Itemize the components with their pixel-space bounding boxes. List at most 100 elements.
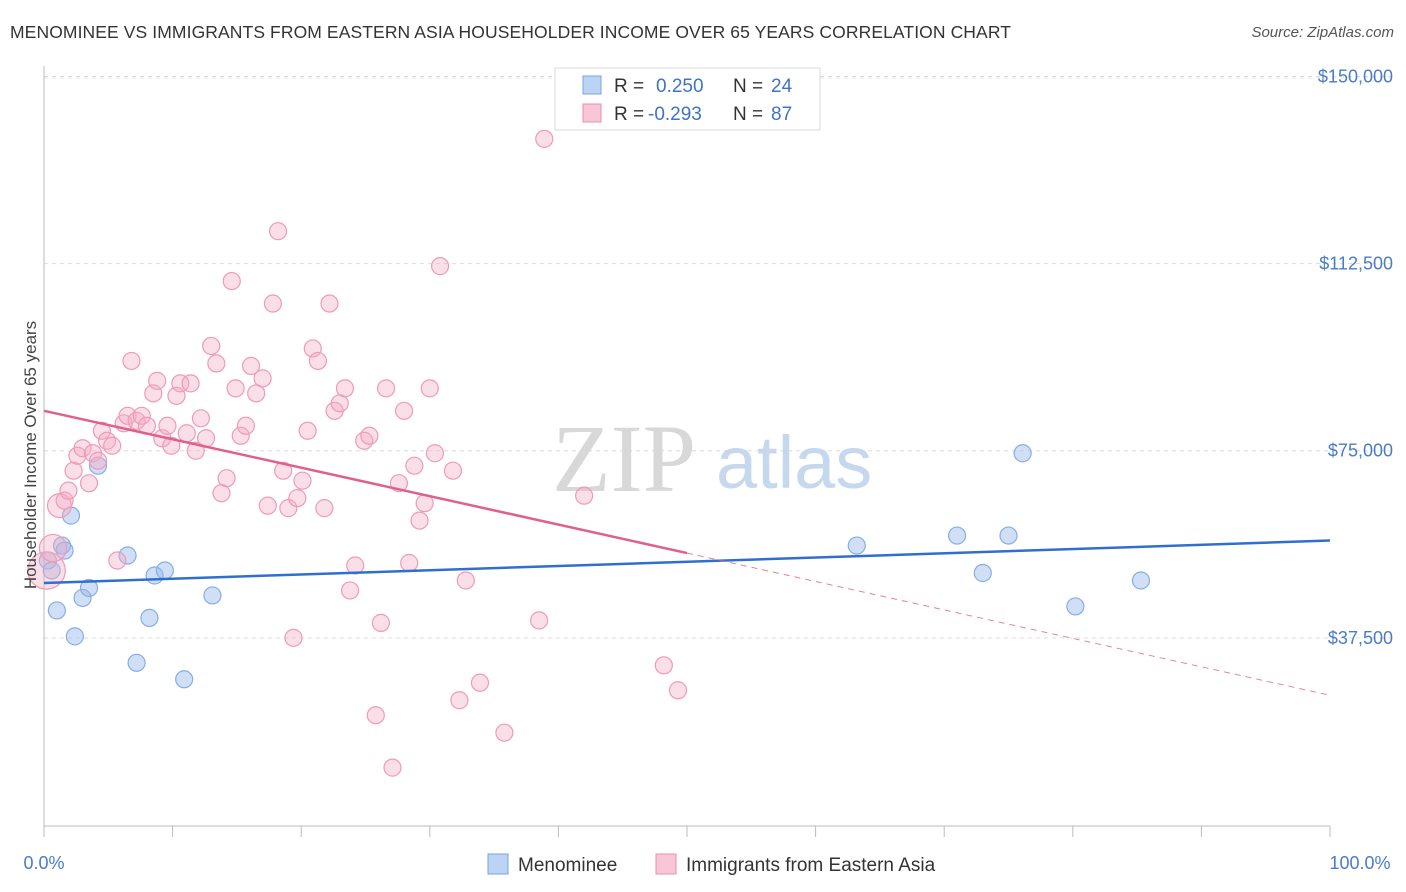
legend-r-value-1: 0.250 [656, 76, 704, 97]
menominee-point-18 [947, 526, 967, 545]
immigrants-point-47 [274, 461, 293, 480]
y-tick-label-2: $112,500 [1319, 254, 1393, 274]
immigrants-point-22 [148, 371, 167, 390]
immigrants-point-70 [400, 553, 419, 573]
immigrants-point-50 [288, 489, 307, 508]
series-swatch-immigrants [655, 853, 677, 875]
menominee-point-20 [999, 526, 1018, 545]
immigrants-point-38 [226, 379, 245, 398]
immigrants-point-81 [495, 723, 514, 742]
y-axis-label: Householder Income Over 65 years [21, 321, 40, 589]
legend-swatch-immigrants [582, 103, 602, 123]
immigrants-point-7 [73, 439, 92, 458]
legend-n-label-2: N = [733, 104, 763, 125]
series-legend: Menominee Immigrants from Eastern Asia [487, 853, 936, 876]
immigrants-point-80 [470, 673, 490, 692]
immigrants-point-84 [575, 486, 594, 505]
menominee-point-16 [203, 586, 222, 605]
immigrants-point-24 [158, 416, 177, 435]
menominee-point-19 [973, 563, 992, 583]
immigrants-point-12 [97, 431, 117, 450]
immigrants-point-34 [207, 354, 226, 373]
series-swatch-menominee [487, 853, 509, 875]
immigrants-point-79 [456, 571, 475, 590]
menominee-point-6 [65, 627, 84, 646]
immigrants-point-52 [298, 421, 317, 440]
immigrants-point-4 [59, 481, 78, 500]
immigrants-point-5 [64, 461, 83, 480]
menominee-point-15 [175, 670, 194, 689]
menominee-point-7 [73, 588, 92, 608]
menominee-point-11 [127, 653, 146, 672]
immigrants-point-27 [171, 374, 190, 393]
immigrants-point-48 [279, 499, 298, 518]
menominee-trend-line [43, 539, 1331, 585]
immigrants-point-19 [132, 406, 151, 425]
source-label: Source: ZipAtlas.com [1251, 24, 1394, 41]
immigrants-point-60 [340, 581, 360, 600]
menominee-point-10 [118, 546, 137, 565]
immigrants-point-77 [443, 461, 463, 480]
immigrants-point-74 [420, 379, 439, 398]
immigrants-point-28 [177, 424, 196, 443]
immigrants-point-29 [181, 374, 200, 393]
immigrants-point-17 [122, 351, 141, 371]
immigrants-point-71 [405, 456, 424, 475]
immigrants-point-43 [253, 369, 272, 388]
series-label-immigrants: Immigrants from Eastern Asia [686, 855, 936, 876]
immigrants-point-10 [88, 451, 108, 470]
trend-lines [43, 409, 1331, 696]
immigrants-point-59 [335, 379, 355, 398]
legend-r-label-2: R = [614, 104, 644, 125]
gridlines [44, 75, 1392, 639]
immigrants-point-45 [263, 294, 283, 313]
immigrants-trend-line [43, 409, 688, 555]
immigrants-point-85 [654, 656, 673, 675]
y-tick-label-0: $37,500 [1328, 628, 1393, 648]
chart-title: MENOMINEE VS IMMIGRANTS FROM EASTERN ASI… [10, 22, 1012, 42]
menominee-point-2 [47, 601, 66, 620]
immigrants-point-62 [355, 431, 374, 450]
axes [43, 66, 1331, 837]
immigrants-point-41 [241, 356, 261, 376]
menominee-point-22 [1066, 597, 1085, 616]
immigrants-point-72 [410, 511, 429, 530]
immigrants-point-37 [222, 271, 241, 291]
x-tick-label-max: 100.0% [1329, 853, 1390, 873]
watermark-atlas: atlas [716, 421, 872, 504]
immigrants-point-3 [55, 491, 74, 510]
legend-r-value-2: -0.293 [648, 104, 702, 125]
legend-n-value-2: 87 [771, 104, 792, 125]
y-tick-label-3: $150,000 [1318, 66, 1393, 86]
immigrants-point-75 [425, 444, 445, 463]
immigrants-point-56 [320, 294, 339, 313]
immigrants-point-67 [383, 758, 402, 777]
immigrants-point-13 [103, 436, 122, 455]
menominee-point-21 [1013, 444, 1032, 463]
x-tick-label-min: 0.0% [23, 853, 64, 873]
immigrants-point-18 [127, 411, 146, 430]
immigrants-point-46 [268, 222, 288, 241]
immigrants-point-16 [118, 406, 137, 425]
series-label-menominee: Menominee [518, 855, 617, 876]
immigrants-point-14 [108, 551, 127, 570]
immigrants-point-55 [315, 499, 334, 518]
menominee-point-8 [79, 578, 99, 598]
immigrants-point-63 [360, 426, 379, 445]
immigrants-point-51 [293, 471, 312, 490]
menominee-points [38, 444, 1151, 689]
immigrants-point-1 [38, 533, 68, 563]
immigrants-trend-line-extrapolated [686, 552, 1331, 696]
immigrants-points [27, 129, 688, 777]
immigrants-point-78 [450, 691, 469, 710]
menominee-point-12 [140, 608, 159, 628]
stats-legend: R = 0.250 N = 24 R = -0.293 N = 87 [554, 67, 821, 131]
immigrants-point-25 [162, 436, 181, 455]
legend-swatch-menominee [582, 75, 602, 95]
immigrants-point-61 [346, 556, 365, 575]
immigrants-point-33 [202, 336, 221, 356]
immigrants-point-40 [236, 416, 256, 435]
y-tick-label-1: $75,000 [1328, 441, 1393, 461]
immigrants-point-76 [430, 257, 450, 276]
